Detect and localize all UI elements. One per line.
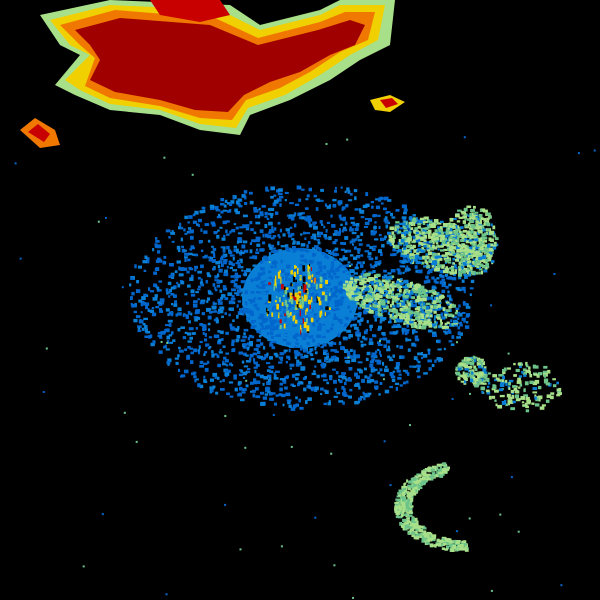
storm-cell-north (20, 0, 405, 148)
radar-returns (14, 136, 596, 599)
